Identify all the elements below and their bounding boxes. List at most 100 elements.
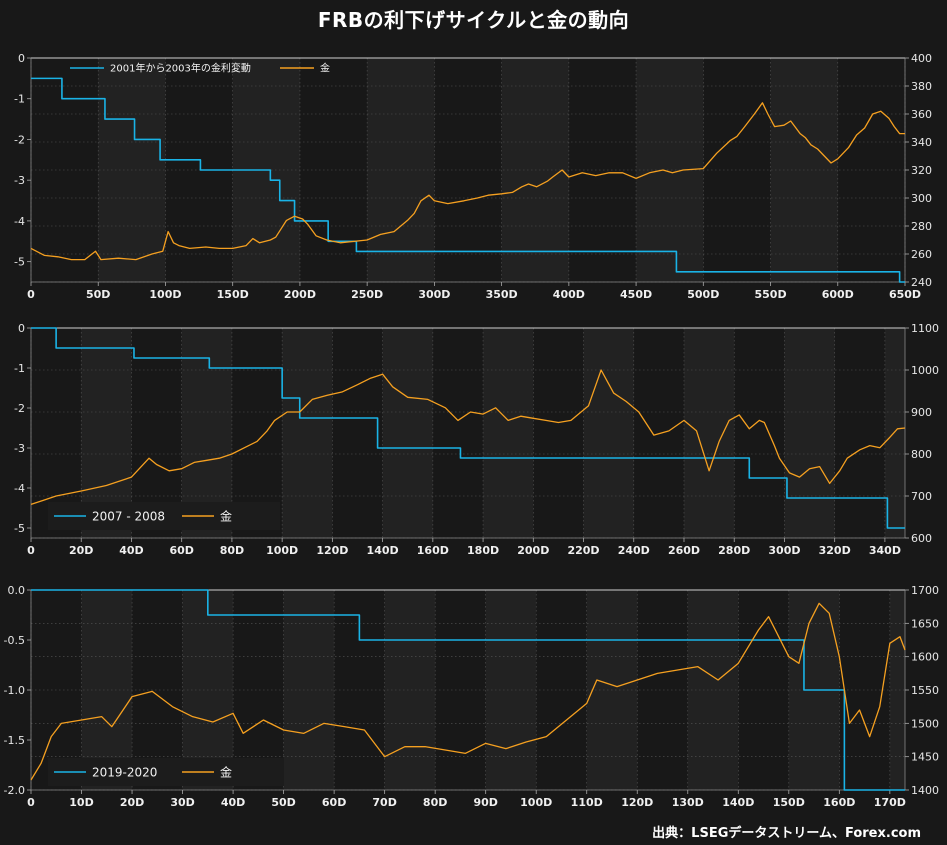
right-tick-label: 340: [911, 136, 932, 149]
x-tick-label: 500D: [687, 288, 719, 301]
legend-label: 2019-2020: [92, 765, 157, 779]
left-tick-label: -5: [14, 256, 25, 269]
right-tick-label: 1650: [911, 617, 939, 630]
x-tick-label: 80D: [423, 796, 447, 809]
chart-legend: 2001年から2003年の金利変動 金: [70, 62, 330, 75]
right-tick-label: 1000: [911, 364, 939, 377]
x-tick-label: 200D: [517, 544, 549, 557]
x-tick-label: 80D: [220, 544, 244, 557]
x-tick-label: 10D: [69, 796, 93, 809]
left-tick-label: -4: [14, 482, 25, 495]
left-tick-label: -1.5: [4, 734, 25, 747]
x-tick-label: 50D: [271, 796, 295, 809]
plot-band: [282, 328, 333, 538]
legend-label: 2001年から2003年の金利変動: [110, 62, 251, 75]
right-tick-label: 380: [911, 80, 932, 93]
x-tick-label: 20D: [120, 796, 144, 809]
x-tick-label: 50D: [86, 288, 110, 301]
right-tick-label: 320: [911, 164, 932, 177]
plot-band: [636, 58, 704, 282]
x-tick-label: 120D: [316, 544, 348, 557]
right-tick-label: 240: [911, 276, 932, 289]
x-tick-label: 220D: [567, 544, 599, 557]
plot-band: [485, 590, 537, 790]
right-tick-label: 360: [911, 108, 932, 121]
gold-series-line: [30, 102, 905, 261]
x-tick-label: 600D: [822, 288, 854, 301]
x-tick-label: 160D: [417, 544, 449, 557]
left-tick-label: 0.0: [8, 584, 26, 597]
left-tick-label: -2: [14, 133, 25, 146]
left-tick-label: 0: [18, 52, 25, 65]
legend-label: 金: [320, 62, 330, 75]
x-tick-label: 300D: [768, 544, 800, 557]
x-tick-label: 130D: [672, 796, 704, 809]
x-tick-label: 150D: [773, 796, 805, 809]
x-tick-label: 260D: [668, 544, 700, 557]
right-tick-label: 400: [911, 52, 932, 65]
plot-band: [583, 328, 634, 538]
x-tick-label: 60D: [169, 544, 193, 557]
x-tick-label: 100D: [266, 544, 298, 557]
legend-box: [48, 758, 284, 786]
left-tick-label: -3: [14, 442, 25, 455]
plot-band: [683, 328, 735, 538]
plot-band: [784, 328, 835, 538]
right-tick-label: 300: [911, 192, 932, 205]
x-tick-label: 340D: [869, 544, 901, 557]
left-tick-label: -4: [14, 215, 25, 228]
x-tick-label: 0: [27, 544, 35, 557]
x-tick-label: 280D: [718, 544, 750, 557]
x-tick-label: 300D: [418, 288, 450, 301]
x-tick-label: 40D: [221, 796, 245, 809]
x-tick-label: 650D: [889, 288, 921, 301]
x-tick-label: 90D: [473, 796, 497, 809]
x-tick-label: 0: [27, 288, 35, 301]
right-tick-label: 700: [911, 490, 932, 503]
x-tick-label: 400D: [553, 288, 585, 301]
rate-series-line: [31, 77, 905, 283]
gold-series-line: [30, 369, 906, 506]
chart-legend: 2019-2020 金: [48, 758, 284, 786]
right-tick-label: 800: [911, 448, 932, 461]
x-tick-label: 70D: [372, 796, 396, 809]
right-tick-label: 600: [911, 532, 932, 545]
right-tick-label: 260: [911, 248, 932, 261]
legend-label: 2007 - 2008: [92, 509, 165, 523]
left-tick-label: -1.0: [4, 684, 25, 697]
left-tick-label: -5: [14, 522, 25, 535]
plot-band: [382, 328, 433, 538]
x-tick-label: 120D: [621, 796, 653, 809]
right-tick-label: 1400: [911, 784, 939, 797]
x-tick-label: 240D: [618, 544, 650, 557]
x-tick-label: 100D: [520, 796, 552, 809]
right-tick-label: 280: [911, 220, 932, 233]
x-tick-label: 200D: [284, 288, 316, 301]
legend-label: 金: [220, 508, 232, 523]
left-tick-label: -3: [14, 174, 25, 187]
right-tick-label: 1600: [911, 651, 939, 664]
plot-band: [384, 590, 436, 790]
left-tick-label: 0: [18, 322, 25, 335]
x-tick-label: 60D: [322, 796, 346, 809]
x-tick-label: 170D: [874, 796, 906, 809]
x-tick-label: 250D: [351, 288, 383, 301]
x-tick-label: 0: [27, 796, 35, 809]
left-tick-label: -2.0: [4, 784, 25, 797]
x-tick-label: 350D: [486, 288, 518, 301]
source-note: 出典：LSEGデータストリーム、Forex.com: [652, 826, 921, 841]
x-tick-label: 140D: [367, 544, 399, 557]
gold-series-line: [30, 602, 906, 781]
chart-panel-2001-2003: 0 -1 -2 -3 -4 -5 240 260 280 300 320 340 360 380 400 0 5…: [14, 52, 932, 301]
right-tick-label: 1700: [911, 584, 939, 597]
plot-band: [483, 328, 534, 538]
right-tick-label: 1550: [911, 684, 939, 697]
left-tick-label: -1: [14, 93, 25, 106]
right-tick-label: 1500: [911, 717, 939, 730]
x-tick-label: 450D: [620, 288, 652, 301]
legend-label: 金: [220, 764, 232, 779]
x-tick-label: 160D: [823, 796, 855, 809]
x-tick-label: 30D: [170, 796, 194, 809]
x-tick-label: 40D: [119, 544, 143, 557]
